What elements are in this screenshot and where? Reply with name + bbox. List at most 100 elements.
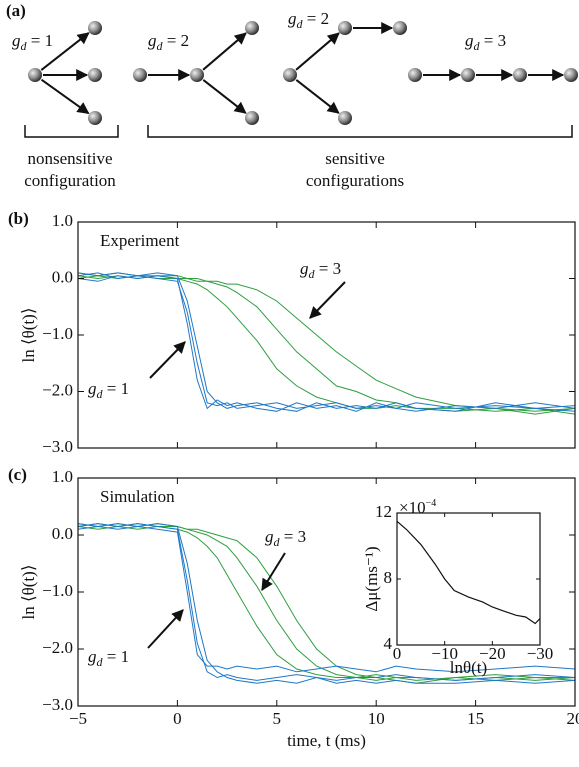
edge-arrow bbox=[295, 79, 340, 114]
x-tick-label: 0 bbox=[173, 709, 182, 728]
y-tick-label: −3.0 bbox=[42, 437, 73, 456]
y-axis-label: ln ⟨θ(t)⟩ bbox=[19, 565, 38, 620]
panel-title: Simulation bbox=[100, 487, 175, 506]
x-tick-label: −20 bbox=[479, 644, 506, 663]
annotation-arrow bbox=[147, 609, 184, 649]
gd-rest: = 2 bbox=[303, 9, 330, 28]
y-axis-label: ln ⟨θ(t)⟩ bbox=[19, 308, 38, 363]
y-scale-exp: −4 bbox=[426, 498, 437, 509]
gd-symbol: g bbox=[300, 259, 309, 278]
node bbox=[133, 68, 147, 82]
y-tick-label: 0.0 bbox=[52, 267, 73, 286]
node bbox=[393, 21, 407, 35]
gd-rest: = 2 bbox=[163, 31, 190, 50]
node bbox=[338, 21, 352, 35]
node bbox=[245, 21, 259, 35]
gd-rest: = 3 bbox=[480, 31, 507, 50]
y-scale-base: ×10 bbox=[399, 498, 426, 517]
bracket bbox=[24, 125, 119, 138]
gd-subscript: d bbox=[297, 17, 304, 31]
annotation-arrow bbox=[261, 552, 286, 592]
gd-symbol: g bbox=[288, 9, 297, 28]
y-tick-label: −2.0 bbox=[42, 380, 73, 399]
edge-arrow bbox=[40, 32, 90, 71]
gd-symbol: g bbox=[88, 647, 97, 666]
gd-label: gd = 3 bbox=[465, 31, 506, 53]
series-line bbox=[77, 275, 576, 412]
node bbox=[283, 68, 297, 82]
series-line bbox=[77, 272, 576, 412]
series-line bbox=[396, 520, 541, 625]
node bbox=[88, 21, 102, 35]
gd-label: gd = 1 bbox=[12, 31, 53, 53]
edge-arrow bbox=[295, 32, 340, 71]
node bbox=[461, 68, 475, 82]
y-scale-label: ×10−4 bbox=[399, 498, 436, 517]
plot-frame bbox=[77, 221, 576, 449]
x-tick-label: 15 bbox=[467, 709, 484, 728]
gd-rest: = 1 bbox=[103, 647, 130, 666]
annotation-arrow bbox=[309, 281, 346, 319]
node bbox=[408, 68, 422, 82]
panel-label: (a) bbox=[6, 1, 26, 20]
x-tick-label: 0 bbox=[393, 644, 402, 663]
node bbox=[28, 68, 42, 82]
gd-label: gd = 2 bbox=[148, 31, 189, 53]
gd-rest: = 1 bbox=[27, 31, 54, 50]
node bbox=[513, 68, 527, 82]
y-tick-label: 8 bbox=[384, 568, 393, 587]
x-tick-label: −10 bbox=[431, 644, 458, 663]
gd-symbol: g bbox=[465, 31, 474, 50]
y-tick-label: 4 bbox=[384, 634, 393, 653]
edge-arrow bbox=[40, 78, 90, 115]
gd-rest: = 1 bbox=[103, 379, 130, 398]
panel-label: (b) bbox=[8, 209, 29, 228]
series-line bbox=[77, 523, 576, 681]
gd-subscript: d bbox=[474, 39, 481, 53]
edge-arrow bbox=[202, 79, 247, 114]
series-line bbox=[77, 272, 576, 412]
plot-frame bbox=[396, 512, 541, 646]
group-label: nonsensitive bbox=[28, 149, 113, 168]
x-tick-label: −30 bbox=[527, 644, 554, 663]
gd-symbol: g bbox=[12, 31, 21, 50]
gd-symbol: g bbox=[148, 31, 157, 50]
bracket bbox=[147, 125, 573, 138]
node bbox=[88, 111, 102, 125]
group-label: sensitive bbox=[325, 149, 385, 168]
node bbox=[88, 68, 102, 82]
gd-label: gd = 3 bbox=[265, 527, 306, 549]
gd-label: gd = 1 bbox=[88, 379, 129, 401]
y-axis-label: Δμ(ms⁻¹) bbox=[362, 546, 381, 611]
gd-label: gd = 2 bbox=[288, 9, 329, 31]
x-tick-label: 20 bbox=[567, 709, 579, 728]
group-label: configurations bbox=[306, 171, 404, 190]
x-axis-label: time, t (ms) bbox=[287, 731, 366, 750]
series-line bbox=[77, 525, 576, 673]
gd-rest: = 3 bbox=[315, 259, 342, 278]
y-tick-label: 12 bbox=[375, 502, 392, 521]
gd-subscript: d bbox=[21, 39, 28, 53]
node bbox=[564, 68, 578, 82]
plot-frame bbox=[77, 477, 576, 707]
y-tick-label: 0.0 bbox=[52, 524, 73, 543]
gd-subscript: d bbox=[274, 535, 281, 549]
series-line bbox=[77, 275, 576, 415]
y-tick-label: −1.0 bbox=[42, 581, 73, 600]
y-tick-label: −2.0 bbox=[42, 638, 73, 657]
gd-symbol: g bbox=[265, 527, 274, 546]
y-tick-label: −3.0 bbox=[42, 695, 73, 714]
gd-label: gd = 1 bbox=[88, 647, 129, 669]
x-tick-label: 5 bbox=[273, 709, 282, 728]
y-tick-label: −1.0 bbox=[42, 324, 73, 343]
series-line bbox=[77, 523, 576, 684]
annotation-arrow bbox=[149, 341, 186, 379]
gd-label: gd = 3 bbox=[300, 259, 341, 281]
gd-rest: = 3 bbox=[280, 527, 307, 546]
panel-title: Experiment bbox=[100, 231, 180, 250]
gd-subscript: d bbox=[157, 39, 164, 53]
gd-symbol: g bbox=[88, 379, 97, 398]
x-tick-label: 10 bbox=[368, 709, 385, 728]
edge-arrow bbox=[202, 32, 247, 71]
